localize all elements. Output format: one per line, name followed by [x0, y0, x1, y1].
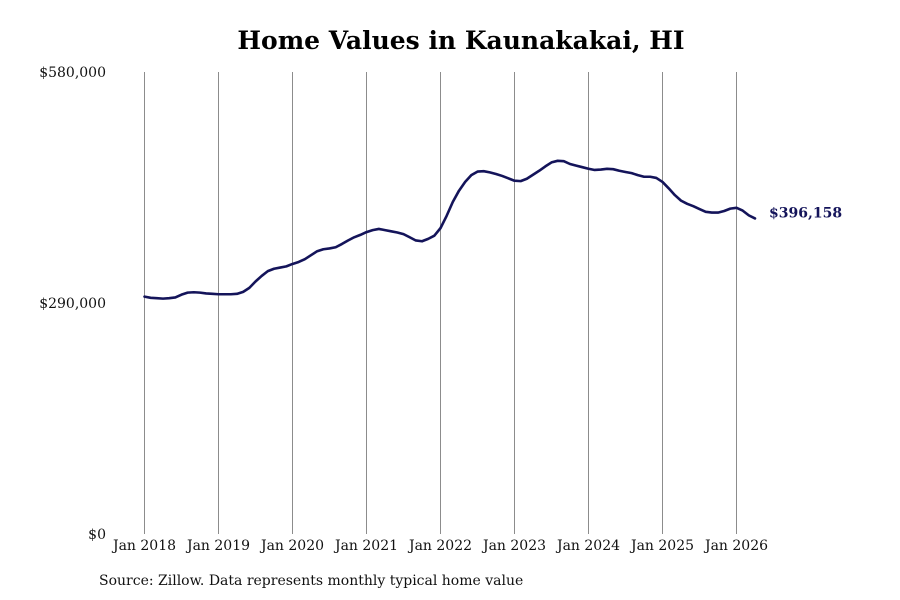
x-tick-label: Jan 2019 — [185, 538, 250, 554]
x-tick-label: Jan 2026 — [703, 538, 768, 554]
y-tick-label: $580,000 — [39, 65, 106, 81]
x-tick-label: Jan 2018 — [111, 538, 176, 554]
y-tick-label: $0 — [88, 527, 106, 543]
source-note: Source: Zillow. Data represents monthly … — [99, 573, 524, 589]
home-value-line — [143, 159, 757, 300]
x-tick-label: Jan 2024 — [555, 538, 620, 554]
x-axis-tick-labels: Jan 2018 Jan 2019 Jan 2020 Jan 2021 Jan 2022… — [111, 538, 768, 554]
x-tick-label: Jan 2023 — [481, 538, 546, 554]
latest-value-label: $396,158 — [769, 205, 842, 221]
x-tick-label: Jan 2020 — [259, 538, 324, 554]
x-tick-label: Jan 2021 — [333, 538, 398, 554]
vertical-gridlines — [144, 72, 737, 534]
y-axis-tick-labels: $0 $290,000 $580,000 — [39, 65, 106, 543]
chart-title: Home Values in Kaunakakai, HI — [237, 26, 685, 55]
y-tick-label: $290,000 — [39, 296, 106, 312]
x-tick-label: Jan 2025 — [629, 538, 694, 554]
x-tick-label: Jan 2022 — [407, 538, 472, 554]
